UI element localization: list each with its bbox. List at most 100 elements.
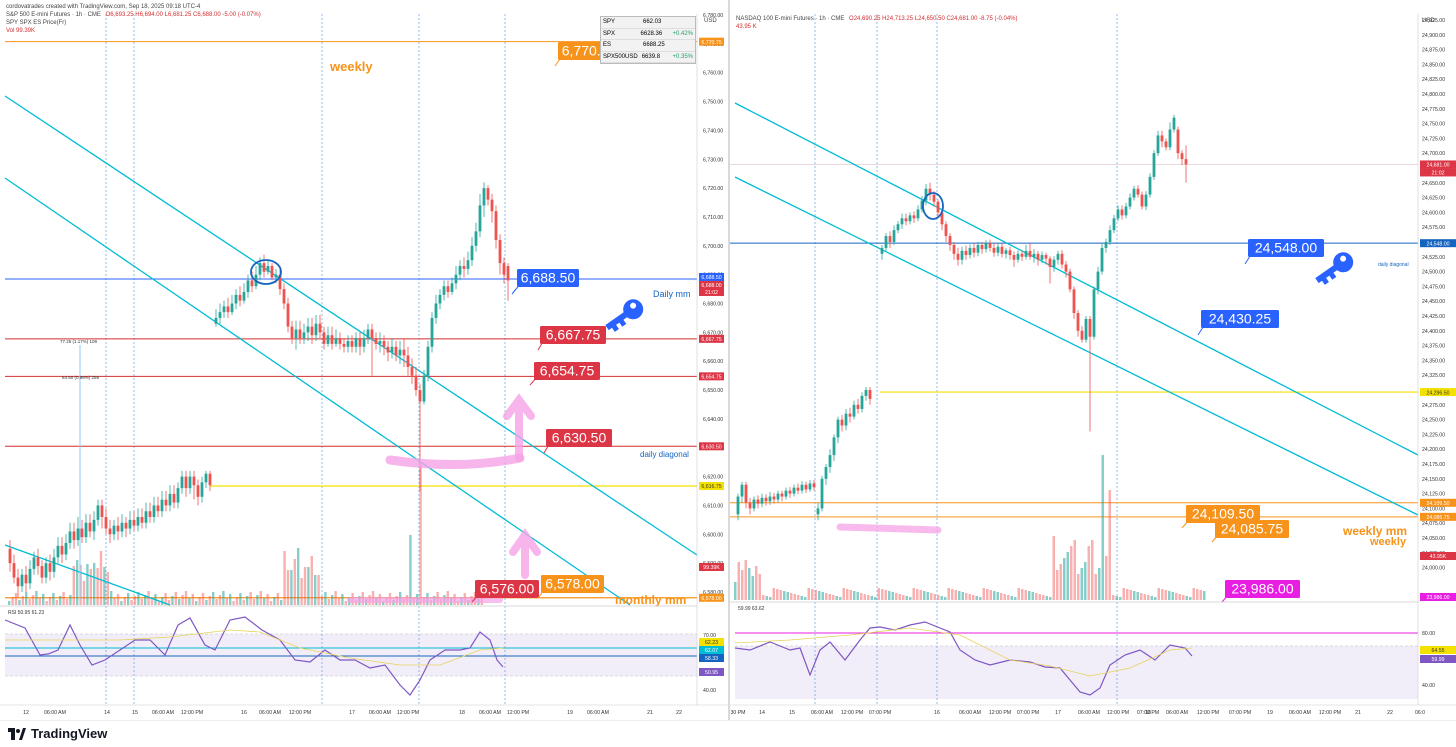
nq-volume-bar xyxy=(1084,562,1087,600)
es-y-tick: 6,650.00 xyxy=(703,388,723,394)
es-x-tick: 12:00 PM xyxy=(289,710,311,716)
es-candle xyxy=(156,505,160,512)
es-candle xyxy=(250,280,254,287)
nq-callout-24085: 24,085.75 xyxy=(1221,521,1283,537)
es-candle xyxy=(410,366,414,376)
nq-candle xyxy=(1108,230,1112,242)
nq-callout-24548: 24,548.00 xyxy=(1255,240,1317,256)
es-volume-bar xyxy=(164,593,167,605)
nq-volume-bar xyxy=(1098,568,1101,600)
es-candle xyxy=(454,274,458,284)
es-candle xyxy=(8,548,12,564)
es-volume-bar xyxy=(409,535,412,605)
nq-candle xyxy=(736,496,740,515)
nq-candle xyxy=(1064,264,1068,272)
nq-volume-bar xyxy=(895,593,898,600)
es-volume-bar xyxy=(14,593,18,605)
nq-rsi-ma-line xyxy=(734,627,1193,677)
nq-volume-bar xyxy=(989,590,992,600)
es-callout-6630: 6,630.50 xyxy=(552,430,607,446)
nq-volume-bar xyxy=(1010,596,1013,600)
es-x-tick: 15 xyxy=(132,710,138,716)
es-chart-canvas[interactable]: 6,780.006,770.006,760.006,750.006,740.00… xyxy=(0,0,728,720)
es-y-tick: 6,720.00 xyxy=(703,186,723,192)
es-candle xyxy=(68,531,72,543)
nq-chart-pane[interactable]: 24,925.00 24,900.00 24,875.00 24,850.00 24,8… xyxy=(728,0,1456,720)
es-volume-bar xyxy=(157,601,160,605)
nq-candle xyxy=(780,493,784,497)
nq-candle xyxy=(776,493,780,500)
nq-chart-canvas[interactable]: 24,925.00 24,900.00 24,875.00 24,850.00 24,8… xyxy=(730,0,1456,720)
es-candle xyxy=(16,577,20,587)
nq-callout-24548-bg xyxy=(1248,239,1324,257)
es-candle xyxy=(414,375,418,391)
nq-axis-tag-volume: 43.95K xyxy=(1430,554,1447,560)
nq-volume-label: 43.95 K xyxy=(736,24,757,30)
es-candle xyxy=(322,332,326,344)
quote-row: SPX 6628.36 +0.42% xyxy=(601,29,695,40)
nq-volume-bar xyxy=(758,574,761,600)
es-volume-bar xyxy=(290,570,293,605)
nq-volume-bar xyxy=(951,589,954,600)
nq-channel-upper xyxy=(734,102,1419,456)
nq-y-tick: 24,125.00 xyxy=(1422,492,1445,498)
nq-candle xyxy=(1136,188,1140,195)
nq-candle xyxy=(1056,253,1060,260)
es-volume-bar xyxy=(235,597,239,605)
nq-volume-bar xyxy=(1063,558,1066,600)
es-circle-marker xyxy=(250,259,282,285)
es-callout-6667-bg xyxy=(540,326,606,344)
es-candle xyxy=(466,260,470,269)
nq-axis-tag-23986: 23,986.00 xyxy=(1426,595,1449,601)
nq-y-tick: 24,275.00 xyxy=(1422,403,1445,409)
es-y-tick: 6,760.00 xyxy=(703,71,723,77)
nq-x-tick: 21 xyxy=(1355,710,1361,716)
es-volume-bar xyxy=(76,560,79,605)
es-axis-tag-6667-bg xyxy=(699,334,724,343)
nq-candle xyxy=(932,194,936,202)
es-candle xyxy=(270,265,274,278)
es-chart-pane[interactable]: 6,780.006,770.006,760.006,750.006,740.00… xyxy=(0,0,728,720)
nq-candle xyxy=(1080,330,1084,340)
nq-volume-bar xyxy=(1045,596,1048,600)
nq-y-tick: 24,450.00 xyxy=(1422,299,1445,305)
nq-candle xyxy=(912,215,916,219)
nq-volume-bar xyxy=(926,592,929,600)
nq-daily-diagonal-label: daily diagonal xyxy=(1378,262,1409,268)
es-x-tick: 22 xyxy=(676,710,682,716)
nq-candle xyxy=(1036,253,1040,260)
es-volume-bar xyxy=(178,599,181,605)
nq-candle xyxy=(1180,153,1184,160)
tradingview-logo[interactable]: TradingView xyxy=(8,726,107,741)
es-volume-bar xyxy=(198,597,201,605)
es-volume-bar xyxy=(331,595,334,605)
nq-y-tick: 24,425.00 xyxy=(1422,314,1445,320)
nq-candle xyxy=(972,247,976,253)
nq-volume-bar xyxy=(1168,591,1171,600)
es-volume-bar xyxy=(293,559,296,605)
es-candle xyxy=(258,263,262,275)
nq-y-tick: 24,600.00 xyxy=(1422,210,1445,216)
nq-title: NASDAQ 100 E-mini Futures · 1h · CME xyxy=(736,16,845,22)
nq-volume-bar xyxy=(884,590,887,600)
nq-axis-tag-countdown: 21:02 xyxy=(1432,171,1445,177)
nq-x-tick: 06:00 AM xyxy=(1166,710,1188,716)
nq-axis-tag-23986-bg xyxy=(1420,593,1456,601)
es-candle xyxy=(298,329,302,339)
nq-volume-bar xyxy=(842,588,845,600)
es-candle xyxy=(230,303,234,313)
es-candle xyxy=(438,294,442,304)
nq-candle xyxy=(1176,129,1180,154)
es-x-tick: 12:00 PM xyxy=(507,710,529,716)
nq-volume-bar xyxy=(933,594,936,600)
nq-volume-bar xyxy=(1182,595,1185,600)
nq-y-tick: 24,850.00 xyxy=(1422,62,1445,68)
nq-y-tick: 24,175.00 xyxy=(1422,462,1445,468)
es-volume-bar xyxy=(419,465,422,605)
nq-rsi-line xyxy=(734,621,1193,696)
es-callout-6576: 6,576.00 xyxy=(480,581,535,597)
es-volume-bar xyxy=(69,595,72,605)
nq-key-icon-bow xyxy=(1333,252,1354,273)
es-candle xyxy=(490,199,494,212)
es-volume-bar xyxy=(133,596,137,605)
